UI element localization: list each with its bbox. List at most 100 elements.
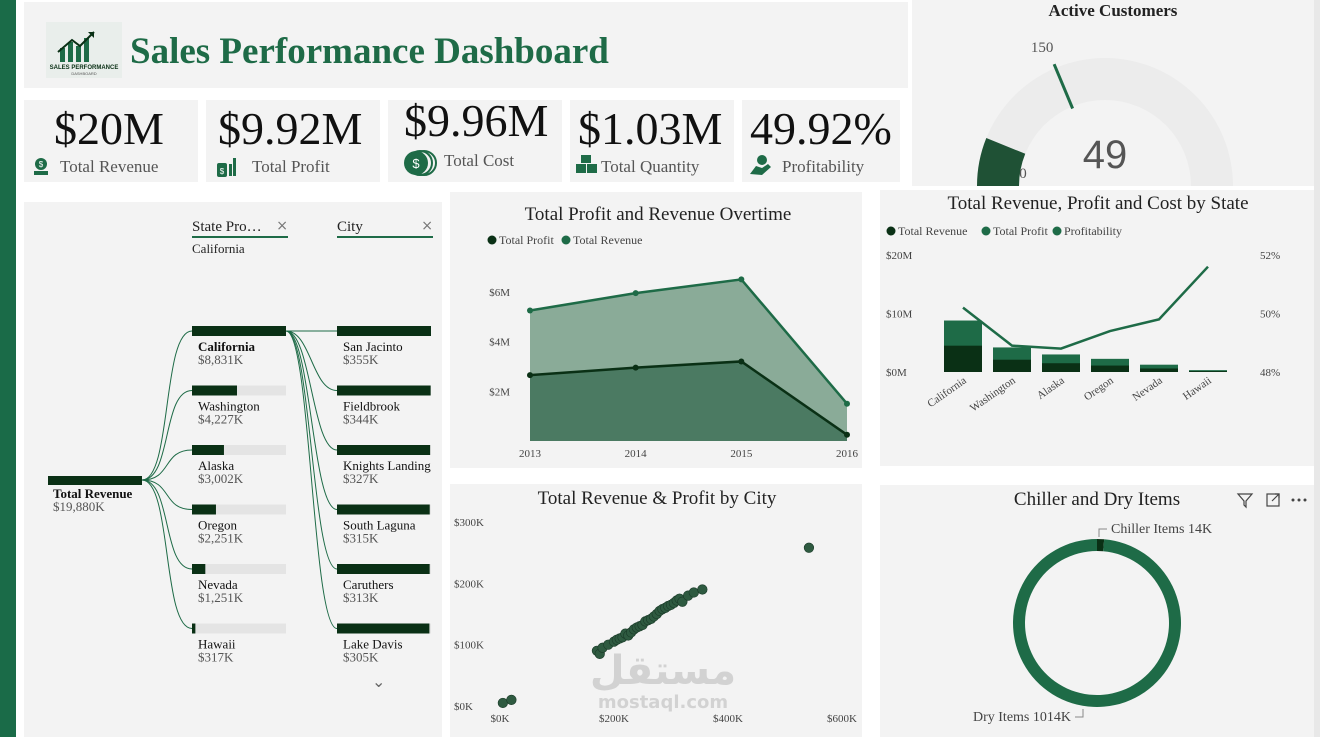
y-tick-right: 50%: [1260, 309, 1280, 321]
bar-profit: [1091, 365, 1129, 372]
state-label: Washington: [198, 399, 260, 414]
city-bar: [337, 623, 430, 634]
donut-label: Dry Items 1014K: [973, 710, 1071, 725]
x-tick: $600K: [827, 713, 857, 725]
decomposition-tree[interactable]: Total Revenue$19,880KCalifornia$8,831KWa…: [24, 202, 442, 737]
x-tick: Hawaii: [1181, 375, 1214, 403]
revenue-point: [527, 307, 533, 314]
donut-slice: [1013, 539, 1181, 707]
x-tick: 2014: [625, 448, 648, 460]
root-value: $19,880K: [53, 499, 105, 514]
profitability-line: [962, 265, 1209, 350]
gauge-panel: Active Customers 490401150: [912, 0, 1314, 186]
legend-label: Total Revenue: [573, 233, 642, 247]
state-label: California: [198, 339, 256, 354]
donut-chart[interactable]: Chiller and Dry Items Chiller Items 14K Dr…: [880, 485, 1314, 737]
state-label: Hawaii: [198, 637, 236, 652]
revenue-line: [529, 278, 848, 405]
x-tick: 2013: [519, 448, 542, 460]
gauge-value: 49: [1083, 133, 1128, 177]
connector-line: [141, 479, 193, 629]
x-tick: Washington: [968, 374, 1018, 414]
bar-line-chart[interactable]: Total Revenue, Profit and Cost by State T…: [880, 190, 1314, 466]
donut-label: Chiller Items 14K: [1111, 522, 1212, 537]
more-options-icon[interactable]: [1290, 491, 1308, 509]
state-bar-bg: [192, 445, 286, 455]
profit-point: [527, 372, 533, 379]
legend-label: Profitability: [1064, 224, 1122, 238]
slicer-state[interactable]: State Pro… ×: [192, 218, 288, 238]
x-tick: Nevada: [1130, 375, 1164, 404]
area-chart-panel: Total Profit and Revenue Overtime Total P…: [450, 192, 862, 468]
state-value: $1,251K: [198, 590, 244, 605]
y-tick: $200K: [454, 578, 484, 590]
legend-label: Total Profit: [499, 233, 554, 247]
legend-marker: [1052, 226, 1062, 236]
state-bar: [192, 504, 216, 515]
close-icon[interactable]: ×: [421, 218, 433, 234]
legend-label: Total Profit: [993, 224, 1048, 238]
kpi-card-profit: $9.92M $ Total Profit: [206, 100, 380, 182]
filter-icon[interactable]: [1236, 491, 1254, 509]
root-bar: [48, 476, 142, 485]
legend-marker: [561, 235, 571, 245]
connector-line: [141, 449, 193, 481]
logo: SALES PERFORMANCE DASHBOARD: [46, 22, 122, 78]
logo-subtext: DASHBOARD: [71, 71, 96, 76]
state-label: Nevada: [198, 577, 238, 592]
scatter-point: [688, 587, 699, 598]
close-icon[interactable]: ×: [276, 218, 288, 234]
connector-line: [285, 330, 338, 629]
connector-line: [141, 479, 193, 570]
kpi-value: 49.92%: [750, 103, 892, 154]
slicer-city[interactable]: City ×: [337, 218, 433, 238]
bar-chart-panel: Total Revenue, Profit and Cost by State T…: [880, 190, 1314, 466]
gauge-min: 0: [1019, 166, 1027, 182]
legend-label: Total Revenue: [898, 224, 967, 238]
connector-line: [285, 330, 338, 391]
scatter-chart[interactable]: Total Revenue & Profit by City $0K $100K $2…: [450, 484, 862, 737]
watermark: مستقل mostaql.com: [578, 650, 748, 713]
svg-text:$: $: [39, 160, 44, 169]
kpi-label: Total Revenue: [60, 157, 159, 176]
city-label: San Jacinto: [343, 339, 403, 354]
revenue-point: [738, 276, 745, 283]
scatter-point: [697, 584, 708, 595]
state-bar: [192, 623, 196, 634]
logo-text: SALES PERFORMANCE: [50, 65, 119, 71]
legend-marker: [981, 226, 991, 236]
bar-revenue: [1189, 370, 1227, 372]
profit-icon: $: [217, 158, 236, 177]
y-tick: $6M: [489, 287, 510, 299]
bar-profit: [1189, 371, 1227, 372]
decomp-tree-panel[interactable]: State Pro… × California City × Total Rev…: [24, 202, 442, 737]
focus-mode-icon[interactable]: [1264, 491, 1282, 509]
city-bar: [337, 445, 431, 455]
bar-revenue: [1140, 364, 1178, 372]
state-label: Oregon: [198, 518, 237, 533]
city-value: $327K: [343, 471, 379, 486]
watermark-subtext: mostaql.com: [597, 692, 729, 713]
revenue-point: [844, 400, 850, 407]
y-tick: $100K: [454, 640, 484, 652]
profit-line: [529, 360, 848, 436]
svg-text:$: $: [412, 156, 420, 171]
chevron-down-icon[interactable]: ⌄: [372, 672, 386, 691]
kpi-value: $9.96M: [404, 95, 549, 146]
gauge-chart[interactable]: 490401150: [912, 0, 1314, 186]
kpi-label: Total Profit: [252, 157, 330, 176]
kpi-label: Total Cost: [444, 151, 515, 170]
state-value: $8,831K: [198, 352, 244, 367]
city-bar: [337, 385, 431, 396]
donut-chart-panel: Chiller and Dry Items Chiller Items 14K Dr…: [880, 485, 1314, 737]
area-chart[interactable]: Total Profit and Revenue Overtime Total P…: [450, 192, 862, 468]
kpi-label: Total Quantity: [601, 157, 700, 176]
x-tick: $200K: [599, 713, 629, 725]
svg-text:$: $: [220, 167, 225, 176]
y-tick-right: 48%: [1260, 367, 1280, 379]
chart-title: Total Revenue, Profit and Cost by State: [947, 193, 1248, 214]
connector-line: [285, 330, 338, 451]
city-label: Lake Davis: [343, 637, 403, 652]
chart-title: Total Profit and Revenue Overtime: [525, 204, 792, 225]
state-bar-bg: [192, 504, 286, 515]
